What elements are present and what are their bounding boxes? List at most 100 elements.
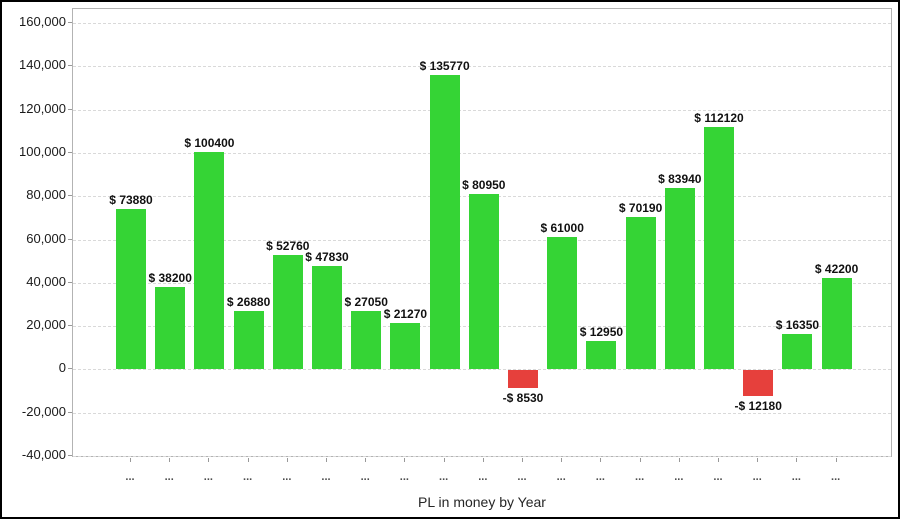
bar-value-label: $ 135770 bbox=[419, 59, 470, 74]
bar-positive bbox=[429, 75, 460, 370]
y-axis-tick-mark bbox=[68, 368, 72, 370]
bar-value-label: $ 83940 bbox=[658, 171, 702, 186]
x-axis-tick-label: ... bbox=[439, 471, 449, 483]
bar-positive bbox=[233, 311, 264, 370]
bar-positive bbox=[194, 152, 225, 370]
x-axis-tick-mark bbox=[522, 458, 523, 462]
bar-value-label: $ 26880 bbox=[226, 295, 271, 310]
x-axis-tick-label: ... bbox=[595, 471, 605, 483]
y-axis-tick-label: 100,000 bbox=[19, 143, 66, 159]
x-axis-tick-label: ... bbox=[125, 471, 135, 483]
y-gridline bbox=[73, 66, 891, 68]
x-axis-tick-mark bbox=[365, 458, 367, 462]
y-gridline bbox=[73, 152, 891, 154]
y-axis-tick-label: -20,000 bbox=[21, 403, 66, 419]
x-axis-tick-label: ... bbox=[203, 471, 213, 483]
x-axis-tick-label: ... bbox=[791, 471, 801, 483]
x-axis-tick-mark bbox=[482, 458, 484, 462]
x-axis-tick-label: ... bbox=[282, 471, 292, 483]
x-axis-tick-label: ... bbox=[752, 471, 762, 483]
bar-value-label: -$ 12180 bbox=[734, 398, 782, 413]
bar-positive bbox=[351, 310, 382, 370]
bar-value-label: $ 70190 bbox=[618, 201, 663, 216]
y-axis-tick-mark bbox=[68, 108, 72, 110]
bar-value-label: $ 47830 bbox=[305, 249, 349, 264]
x-axis-tick-mark bbox=[247, 458, 249, 462]
y-axis-tick-label: 160,000 bbox=[19, 14, 66, 29]
y-axis-tick-mark bbox=[68, 411, 72, 413]
bar-value-label: $ 52760 bbox=[266, 239, 310, 254]
x-axis-tick-mark bbox=[757, 458, 759, 462]
bar-value-label: $ 100400 bbox=[184, 136, 235, 151]
bar-positive bbox=[547, 237, 578, 370]
x-axis-tick-mark bbox=[404, 458, 406, 462]
x-axis-tick-label: ... bbox=[321, 471, 331, 483]
y-axis-tick-mark bbox=[68, 22, 72, 23]
bar-value-label: $ 27050 bbox=[344, 294, 388, 309]
bar-value-label: $ 12950 bbox=[579, 325, 624, 340]
x-axis-tick-label: ... bbox=[243, 471, 253, 483]
y-axis-tick-mark bbox=[68, 281, 72, 283]
plot-area: $ 73880 $ 38200 $ 100400 $ 26880 $ 52760 $ 47… bbox=[72, 8, 892, 457]
bar-value-label: $ 112120 bbox=[694, 110, 744, 125]
x-axis-tick-label: ... bbox=[399, 471, 409, 483]
y-axis-tick-label: 60,000 bbox=[26, 230, 66, 246]
bar-positive bbox=[625, 217, 656, 370]
x-axis-tick-mark bbox=[561, 458, 563, 462]
y-axis-tick-label: 120,000 bbox=[19, 100, 66, 116]
y-gridline bbox=[73, 456, 891, 457]
bar-positive bbox=[586, 341, 617, 370]
x-axis-tick-label: ... bbox=[635, 471, 645, 483]
bar-positive bbox=[155, 286, 186, 370]
x-axis-tick-mark bbox=[639, 458, 641, 462]
x-axis-tick-mark bbox=[286, 458, 288, 462]
y-axis-tick-label: -40,000 bbox=[21, 447, 66, 462]
x-axis-tick-mark bbox=[326, 458, 327, 462]
bar-value-label: $ 73880 bbox=[109, 193, 153, 208]
x-axis-tick-mark bbox=[796, 458, 798, 462]
y-gridline bbox=[73, 109, 891, 111]
y-axis-tick-label: 20,000 bbox=[26, 317, 66, 333]
bar-positive bbox=[116, 209, 146, 370]
bar-positive bbox=[782, 334, 813, 370]
bar-value-label: -$ 8530 bbox=[502, 390, 544, 405]
x-axis-tick-mark bbox=[600, 458, 602, 462]
bar-positive bbox=[312, 265, 342, 370]
bar-value-label: $ 16350 bbox=[775, 318, 820, 332]
bar-positive bbox=[821, 278, 852, 370]
y-gridline bbox=[73, 412, 891, 414]
y-gridline bbox=[73, 23, 891, 24]
bar-value-label: $ 42200 bbox=[814, 262, 859, 277]
y-axis-tick-mark bbox=[68, 195, 72, 197]
bar-value-label: $ 38200 bbox=[148, 270, 192, 285]
y-axis-tick-mark bbox=[68, 325, 72, 327]
y-axis-tick-label: 0 bbox=[58, 360, 66, 376]
bar-value-label: $ 61000 bbox=[540, 221, 584, 236]
y-axis-tick-mark bbox=[68, 151, 72, 153]
bar-positive bbox=[704, 126, 734, 370]
bar-positive bbox=[664, 187, 695, 370]
x-axis-tick-label: ... bbox=[713, 471, 723, 483]
bar-negative bbox=[508, 370, 538, 388]
x-axis-tick-mark bbox=[678, 458, 680, 462]
x-axis-tick-mark bbox=[835, 458, 837, 462]
bar-negative bbox=[743, 370, 774, 396]
x-axis-tick-label: ... bbox=[556, 471, 566, 483]
y-gridline bbox=[73, 369, 891, 371]
y-axis-tick-mark bbox=[68, 238, 72, 240]
x-axis-tick-mark bbox=[169, 458, 171, 462]
x-axis-title: PL in money by Year bbox=[418, 494, 546, 510]
y-axis-tick-label: 40,000 bbox=[26, 273, 66, 289]
x-axis-tick-mark bbox=[718, 458, 719, 462]
x-axis-tick-label: ... bbox=[674, 471, 684, 483]
x-axis-tick-mark bbox=[130, 458, 131, 462]
x-axis-tick-label: ... bbox=[517, 471, 527, 483]
y-axis-tick-mark bbox=[68, 455, 72, 456]
x-axis-tick-mark bbox=[208, 458, 210, 462]
y-axis-tick-mark bbox=[68, 65, 72, 67]
y-axis-tick-label: 80,000 bbox=[26, 187, 66, 203]
bar-positive bbox=[468, 194, 499, 370]
bar-positive bbox=[272, 255, 303, 370]
x-axis-tick-mark bbox=[443, 458, 445, 462]
